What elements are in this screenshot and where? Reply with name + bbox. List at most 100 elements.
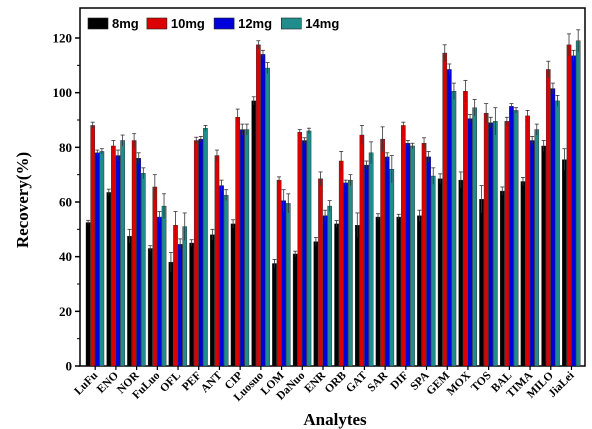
x-tick-label: SAR (365, 369, 390, 394)
bar (380, 138, 385, 367)
bar (451, 91, 457, 367)
bar (430, 175, 436, 367)
y-tick-label: 120 (53, 31, 73, 46)
bar (131, 140, 137, 367)
bar (147, 248, 153, 367)
bar (405, 143, 411, 367)
bar (302, 140, 307, 367)
bar (571, 55, 576, 367)
bar (94, 152, 100, 367)
bar (479, 199, 484, 367)
bar (173, 225, 178, 367)
bar (182, 226, 188, 367)
legend-label: 8mg (112, 16, 139, 31)
bar (235, 117, 240, 367)
bar (306, 130, 312, 367)
bar (410, 145, 415, 367)
bar (157, 216, 162, 367)
bar (120, 140, 125, 367)
bar (260, 54, 266, 367)
bar (127, 235, 132, 367)
bar (550, 88, 556, 367)
bar (368, 152, 374, 367)
y-tick-label: 20 (59, 304, 72, 319)
legend-swatch (87, 17, 109, 30)
bar (421, 143, 427, 367)
bar (177, 244, 183, 367)
bar (210, 234, 215, 367)
bar (244, 129, 250, 367)
legend-swatch (280, 17, 302, 30)
legend-swatch (146, 17, 168, 30)
bar (322, 215, 328, 367)
x-tick-label: ENO (95, 370, 121, 396)
x-tick-label: MOX (445, 369, 474, 398)
y-tick-label: 100 (53, 85, 73, 100)
bar (447, 69, 452, 367)
bar (343, 182, 349, 367)
bar (318, 178, 323, 367)
bar (189, 242, 194, 367)
x-tick-label: ENR (302, 369, 328, 395)
bar (281, 200, 286, 367)
bar (338, 160, 344, 367)
bar (375, 216, 381, 367)
bar (483, 112, 489, 367)
bar (575, 40, 581, 367)
y-tick-label: 0 (66, 359, 73, 374)
bar (458, 179, 464, 367)
bar (313, 241, 319, 367)
bar (265, 67, 270, 367)
legend-label: 10mg (171, 16, 205, 31)
bar (555, 100, 560, 367)
bar (389, 168, 395, 367)
bar (111, 145, 116, 367)
x-tick-label: LuFu (72, 369, 100, 397)
legend-label: 12mg (238, 16, 272, 31)
bar (90, 125, 95, 367)
bar (520, 181, 526, 367)
bar (161, 205, 167, 367)
bar (401, 125, 406, 367)
bar (106, 192, 112, 367)
legend: 8mg 10mg 12mg 14mg (87, 16, 339, 31)
x-tick-label: ANT (199, 369, 225, 395)
bar (115, 155, 121, 367)
bar (545, 69, 551, 367)
bar (562, 159, 567, 367)
legend-label: 14mg (305, 16, 339, 31)
bar (417, 215, 422, 367)
y-tick-label: 80 (59, 140, 72, 155)
bar (85, 222, 91, 367)
bar (472, 107, 477, 367)
bar (203, 127, 208, 367)
bar (566, 44, 572, 367)
plot-frame (79, 7, 586, 367)
bar (493, 121, 498, 367)
plot-area: 020406080100120LuFuENONORFuLuoOFLPEFANTC… (53, 7, 586, 404)
bar (239, 129, 245, 367)
bar (198, 138, 204, 367)
bar (499, 190, 505, 367)
bar (168, 261, 174, 367)
y-axis-title: Recovery(%) (13, 152, 32, 248)
bar (297, 132, 303, 367)
bar (99, 151, 105, 367)
bar (355, 225, 360, 367)
bar (223, 194, 229, 367)
bar (509, 106, 514, 367)
bar (541, 145, 546, 367)
bar (525, 115, 530, 367)
bar (334, 223, 339, 367)
x-tick-label: ORB (323, 369, 349, 395)
bar (141, 173, 146, 367)
bar (152, 186, 158, 367)
bar (272, 263, 277, 367)
bar (285, 203, 291, 367)
x-tick-label: DIF (388, 370, 410, 392)
x-tick-label: GAT (344, 369, 370, 395)
x-tick-label: PEF (180, 370, 204, 394)
bar (214, 155, 220, 367)
bar (426, 156, 431, 367)
y-tick-label: 60 (59, 195, 72, 210)
